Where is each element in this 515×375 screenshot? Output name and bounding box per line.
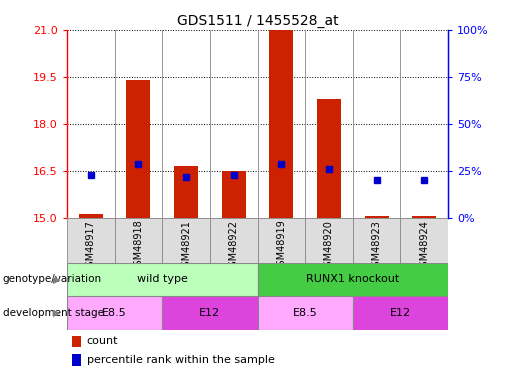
Bar xyxy=(317,99,341,218)
Text: E8.5: E8.5 xyxy=(293,308,318,318)
Text: GSM48917: GSM48917 xyxy=(86,220,96,273)
Bar xyxy=(79,214,102,217)
Bar xyxy=(127,80,150,218)
Bar xyxy=(210,217,258,262)
Bar xyxy=(305,217,353,262)
Text: GSM48920: GSM48920 xyxy=(324,220,334,273)
Bar xyxy=(269,30,293,217)
Bar xyxy=(222,171,246,217)
Text: percentile rank within the sample: percentile rank within the sample xyxy=(87,355,274,365)
Bar xyxy=(413,216,436,217)
Bar xyxy=(353,296,448,330)
Bar xyxy=(258,296,353,330)
Text: ▶: ▶ xyxy=(53,308,61,318)
Bar xyxy=(67,262,258,296)
Text: ▶: ▶ xyxy=(53,274,61,284)
Bar xyxy=(162,296,258,330)
Text: GSM48921: GSM48921 xyxy=(181,220,191,273)
Text: RUNX1 knockout: RUNX1 knockout xyxy=(306,274,400,284)
Text: GSM48922: GSM48922 xyxy=(229,220,238,273)
Text: GSM48924: GSM48924 xyxy=(419,220,429,273)
Text: genotype/variation: genotype/variation xyxy=(3,274,101,284)
Text: E12: E12 xyxy=(199,308,220,318)
Bar xyxy=(174,166,198,218)
Text: development stage: development stage xyxy=(3,308,104,318)
Text: GSM48923: GSM48923 xyxy=(372,220,382,273)
Bar xyxy=(365,216,388,217)
Text: E12: E12 xyxy=(390,308,411,318)
Bar xyxy=(114,217,162,262)
Bar xyxy=(258,262,448,296)
Text: E8.5: E8.5 xyxy=(102,308,127,318)
Bar xyxy=(401,217,448,262)
Text: wild type: wild type xyxy=(137,274,187,284)
Bar xyxy=(67,296,162,330)
Text: GSM48919: GSM48919 xyxy=(277,220,286,273)
Text: GSM48918: GSM48918 xyxy=(133,220,143,273)
Bar xyxy=(258,217,305,262)
Bar xyxy=(353,217,401,262)
Title: GDS1511 / 1455528_at: GDS1511 / 1455528_at xyxy=(177,13,338,28)
Text: count: count xyxy=(87,336,118,346)
Bar xyxy=(162,217,210,262)
Bar xyxy=(67,217,115,262)
